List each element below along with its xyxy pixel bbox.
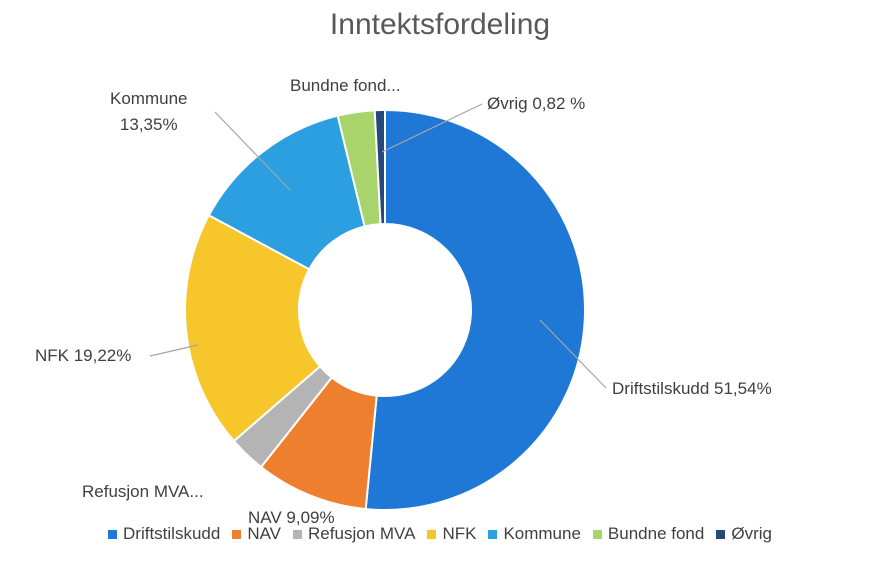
legend-swatch (716, 529, 726, 539)
legend-item: Øvrig (716, 524, 772, 544)
legend-label: Driftstilskudd (123, 524, 221, 543)
legend-label: NFK (442, 524, 477, 543)
legend-swatch (592, 529, 602, 539)
legend-label: Refusjon MVA (308, 524, 416, 543)
legend-item: NAV (232, 524, 281, 544)
legend-item: Bundne fond (592, 524, 705, 544)
legend-swatch (108, 529, 118, 539)
legend: Driftstilskudd NAV Refusjon MVA NFK Kommune B… (0, 524, 880, 544)
legend-label: Bundne fond (607, 524, 705, 543)
legend-swatch (427, 529, 437, 539)
leader-line (539, 319, 607, 389)
data-label: NFK 19,22% (35, 346, 132, 365)
legend-swatch (488, 529, 498, 539)
legend-swatch (293, 529, 303, 539)
legend-label: NAV (247, 524, 282, 543)
data-label: Driftstilskudd 51,54% (612, 379, 772, 398)
legend-label: Kommune (503, 524, 581, 543)
chart-title: Inntektsfordeling (329, 8, 551, 41)
slice (184, 213, 322, 443)
legend-label: Øvrig (731, 524, 772, 543)
slice (207, 114, 366, 271)
legend-item: Kommune (488, 524, 581, 544)
leader-line (214, 111, 291, 191)
legend-swatch (232, 529, 242, 539)
data-label: Refusjon MVA... (82, 482, 204, 501)
leader-line (149, 344, 199, 357)
data-label: Kommune 13,35% (110, 89, 188, 134)
legend-item: Refusjon MVA (293, 524, 415, 544)
legend-item: Driftstilskudd (108, 524, 220, 544)
data-label: NAV 9,09% (248, 508, 335, 527)
leader-line (381, 103, 483, 153)
slice (373, 108, 386, 226)
slice (364, 108, 586, 511)
data-label: Øvrig 0,82 % (487, 94, 586, 113)
data-label: Bundne fond... (290, 76, 401, 95)
legend-item: NFK (427, 524, 476, 544)
